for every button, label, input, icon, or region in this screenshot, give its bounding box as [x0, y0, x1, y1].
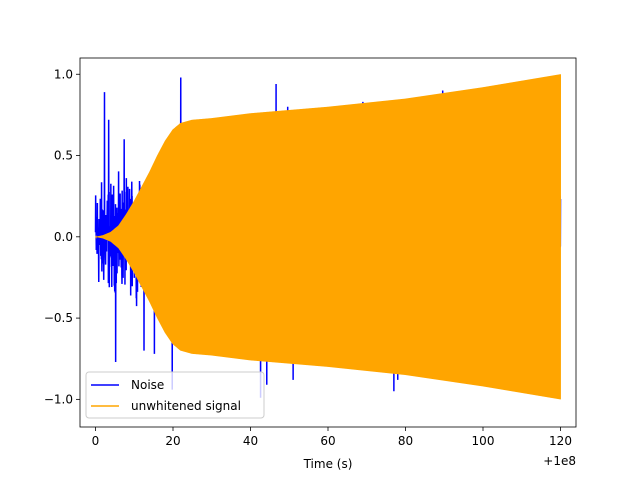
x-axis-offset-label: +1e8 [543, 454, 576, 468]
legend-box [85, 371, 265, 419]
y-tick-label: −0.5 [44, 311, 73, 325]
x-tick-label: 100 [472, 434, 495, 448]
x-axis: 0 20 40 60 80 100 120 [92, 427, 572, 448]
y-tick-label: 0.0 [54, 230, 73, 244]
y-tick-label: −1.0 [44, 392, 73, 406]
x-tick-label: 20 [165, 434, 180, 448]
y-tick-label: 0.5 [54, 149, 73, 163]
plot-area [94, 74, 562, 400]
x-tick-label: 80 [398, 434, 413, 448]
x-tick-label: 60 [320, 434, 335, 448]
y-tick-label: 1.0 [54, 67, 73, 81]
x-tick-label: 120 [549, 434, 572, 448]
x-tick-label: 40 [243, 434, 258, 448]
y-axis: −1.0 −0.5 0.0 0.5 1.0 [44, 67, 80, 406]
legend-noise-label: Noise [131, 378, 164, 392]
x-tick-label: 0 [92, 434, 100, 448]
legend-signal-label: unwhitened signal [131, 399, 241, 413]
legend: Noise unwhitened signal [85, 371, 265, 419]
signal-series-line [95, 74, 561, 400]
x-axis-label: Time (s) [303, 457, 353, 471]
